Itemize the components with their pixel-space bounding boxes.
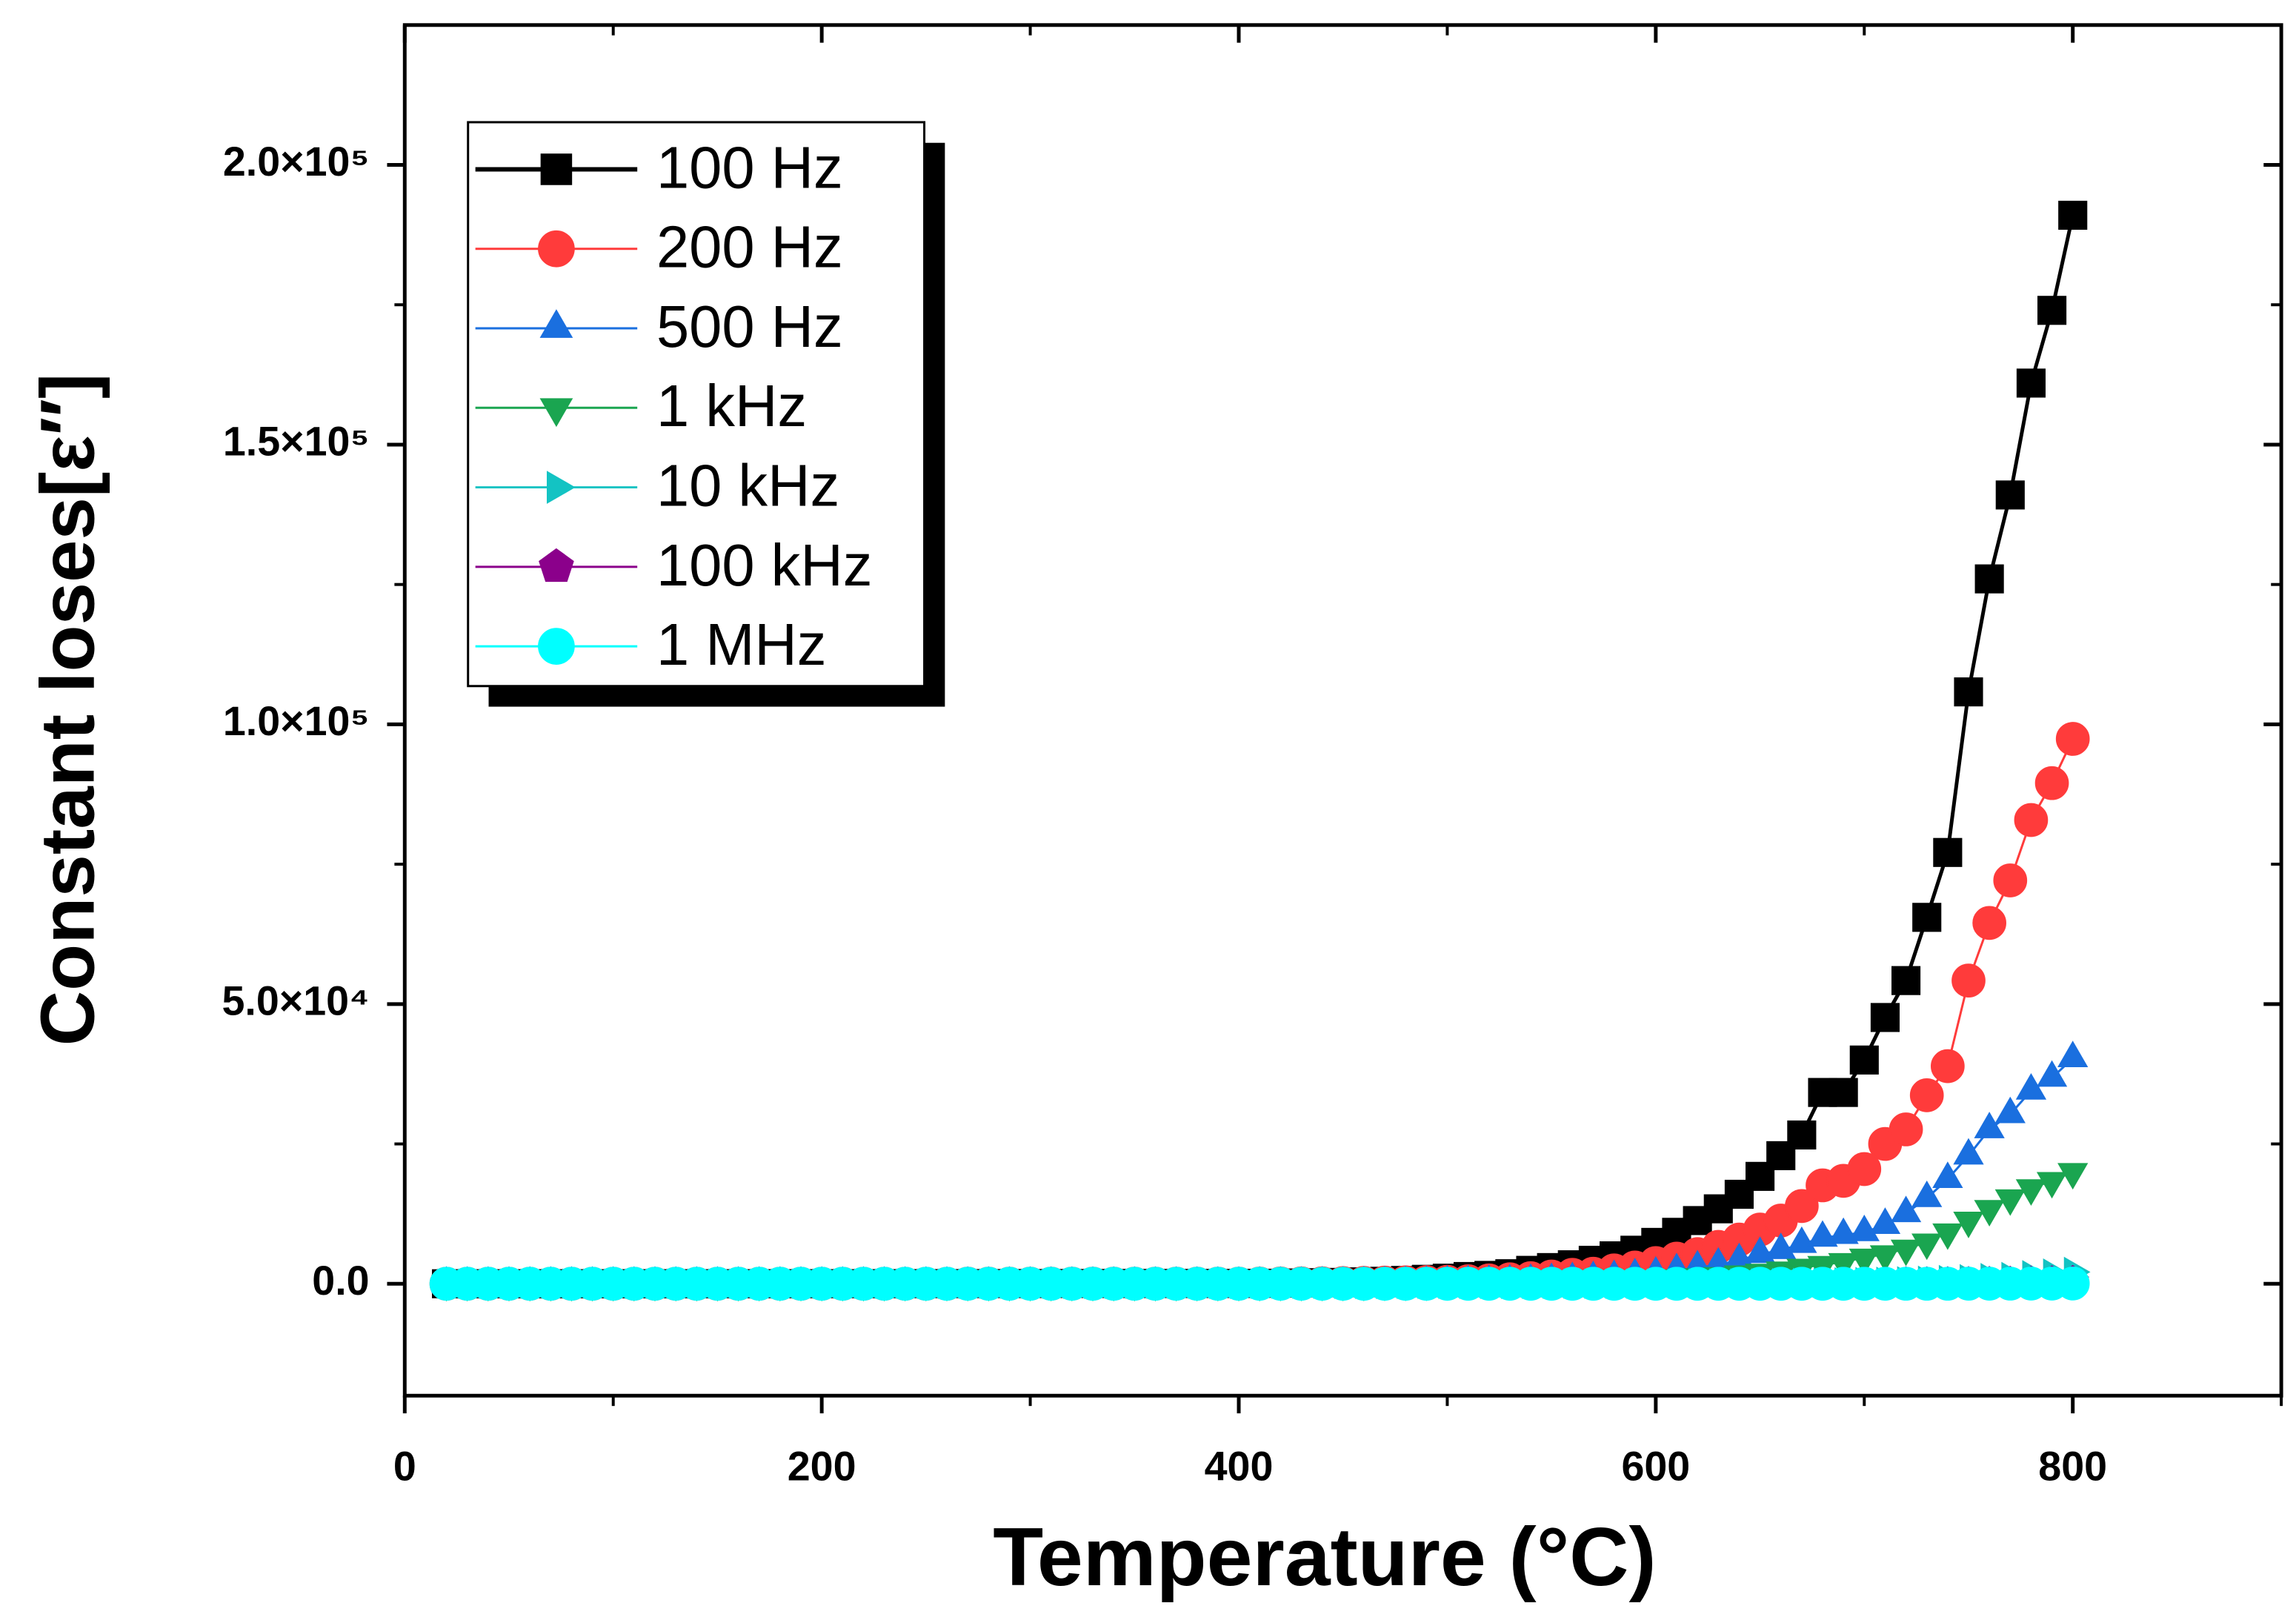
data-point (1849, 1045, 1879, 1075)
data-point (1932, 1161, 1963, 1189)
data-point (2036, 1172, 2068, 1199)
data-point (2036, 1060, 2068, 1087)
data-point (1891, 966, 1921, 995)
data-point (2057, 1040, 2089, 1067)
data-point (1993, 863, 2028, 897)
data-point (2016, 368, 2046, 398)
data-point (1995, 480, 2025, 510)
series-line (446, 738, 2074, 1285)
x-tick-label: 400 (1205, 1443, 1274, 1489)
data-point (1911, 1233, 1943, 1261)
data-point (1849, 1248, 1880, 1275)
data-point (2055, 722, 2090, 756)
legend-label: 100 Hz (656, 134, 843, 200)
data-point (1828, 1252, 1859, 1280)
data-point (1909, 1078, 1944, 1112)
data-point (1890, 1239, 1922, 1267)
data-point (2055, 1267, 2090, 1301)
legend-marker (539, 398, 573, 428)
data-point (1974, 564, 2004, 594)
y-tick-label: 1.0×10⁵ (223, 698, 370, 744)
data-point (1994, 1096, 2026, 1124)
plot-frame (402, 23, 2283, 1398)
data-point (1931, 1049, 1965, 1083)
data-point (1951, 963, 1986, 998)
legend-marker (546, 471, 576, 504)
data-point (1954, 677, 1983, 707)
y-tick-label: 5.0×10⁴ (222, 978, 369, 1024)
legend-marker (540, 153, 573, 185)
legend-label: 1 kHz (656, 373, 807, 439)
legend-label: 500 Hz (656, 293, 843, 359)
data-point (1744, 1236, 1776, 1264)
data-point (1828, 1217, 1859, 1244)
data-point (1890, 1195, 1922, 1223)
data-point (1953, 1138, 1984, 1165)
data-point (2037, 296, 2067, 325)
data-point (2057, 1163, 2089, 1190)
legend-label: 100 kHz (656, 532, 872, 598)
x-tick-label: 600 (1621, 1443, 1690, 1489)
data-point (1994, 1189, 2026, 1216)
legend-marker (538, 230, 575, 268)
data-point (1807, 1220, 1838, 1247)
data-point (1869, 1245, 1901, 1272)
data-point (1849, 1214, 1880, 1241)
data-point (2058, 200, 2088, 230)
x-axis-label: Temperature (°C) (993, 1510, 1656, 1603)
x-tick-label: 0 (393, 1443, 416, 1489)
data-point (1785, 1189, 1819, 1224)
data-point (1829, 1078, 1858, 1107)
legend-label: 1 MHz (656, 611, 827, 677)
y-axis-label: Constant loses[ε′′] (24, 374, 110, 1046)
data-point (1932, 1223, 1963, 1250)
x-tick-label: 200 (788, 1443, 856, 1489)
data-point (1889, 1112, 1923, 1146)
x-tick-label: 800 (2038, 1443, 2107, 1489)
legend-marker (539, 309, 573, 338)
data-point (2015, 1179, 2047, 1207)
data-point (1972, 906, 2006, 940)
data-point (1912, 903, 1942, 932)
y-tick-label: 0.0 (312, 1258, 369, 1304)
data-point (1911, 1180, 1943, 1207)
data-point (1953, 1212, 1984, 1238)
y-tick-label: 1.5×10⁵ (223, 419, 370, 465)
data-point (1974, 1112, 2005, 1138)
legend-label: 10 kHz (656, 453, 839, 519)
data-point (1787, 1120, 1817, 1150)
data-point (1870, 1003, 1900, 1032)
data-point (1847, 1152, 1882, 1186)
legend-marker (538, 628, 575, 665)
data-point (2034, 766, 2069, 800)
data-point (1974, 1200, 2005, 1227)
data-point (2014, 803, 2049, 837)
legend-marker (539, 548, 574, 583)
legend-label: 200 Hz (656, 214, 843, 280)
data-point (1933, 837, 1963, 867)
y-tick-label: 2.0×10⁵ (223, 139, 370, 185)
